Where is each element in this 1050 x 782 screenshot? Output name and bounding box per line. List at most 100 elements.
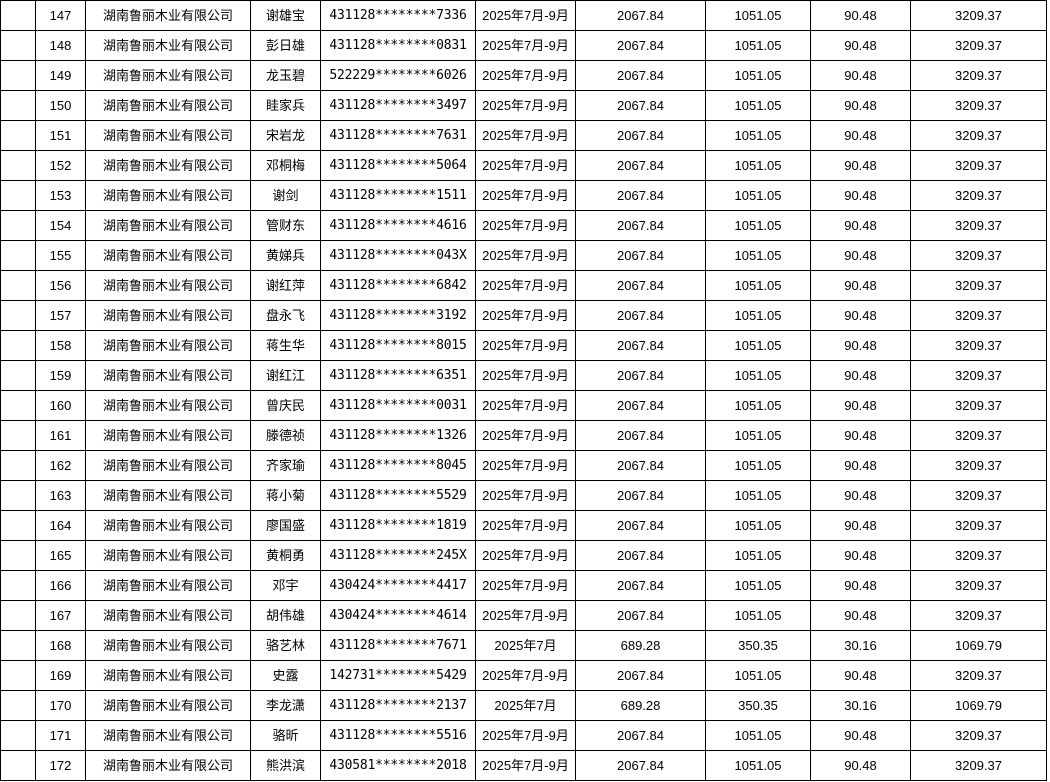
amount-third-cell[interactable]: 90.48 bbox=[810, 480, 911, 511]
amount-third-cell[interactable]: 90.48 bbox=[810, 450, 911, 481]
amount-total-cell[interactable]: 3209.37 bbox=[910, 90, 1047, 121]
amount-total-cell[interactable]: 1069.79 bbox=[910, 630, 1047, 661]
row-index-cell[interactable]: 160 bbox=[35, 390, 86, 421]
id-card-cell[interactable]: 431128********7336 bbox=[320, 0, 476, 31]
period-cell[interactable]: 2025年7月 bbox=[475, 630, 576, 661]
amount-second-cell[interactable]: 1051.05 bbox=[705, 210, 811, 241]
period-cell[interactable]: 2025年7月-9月 bbox=[475, 180, 576, 211]
person-name-cell[interactable]: 蒋生华 bbox=[250, 330, 321, 361]
period-cell[interactable]: 2025年7月-9月 bbox=[475, 300, 576, 331]
table-row[interactable]: 170 湖南鲁丽木业有限公司 李龙潇 431128********2137 2025年7… bbox=[0, 690, 1047, 721]
row-index-cell[interactable]: 149 bbox=[35, 60, 86, 91]
period-cell[interactable]: 2025年7月-9月 bbox=[475, 420, 576, 451]
amount-total-cell[interactable]: 3209.37 bbox=[910, 480, 1047, 511]
amount-second-cell[interactable]: 1051.05 bbox=[705, 150, 811, 181]
row-gutter-cell[interactable] bbox=[0, 540, 36, 571]
amount-base-cell[interactable]: 2067.84 bbox=[575, 720, 706, 751]
amount-third-cell[interactable]: 90.48 bbox=[810, 120, 911, 151]
table-row[interactable]: 148 湖南鲁丽木业有限公司 彭日雄 431128********0831 2025年7… bbox=[0, 30, 1047, 61]
amount-third-cell[interactable]: 90.48 bbox=[810, 570, 911, 601]
row-index-cell[interactable]: 169 bbox=[35, 660, 86, 691]
amount-base-cell[interactable]: 689.28 bbox=[575, 690, 706, 721]
row-index-cell[interactable]: 151 bbox=[35, 120, 86, 151]
table-row[interactable]: 165 湖南鲁丽木业有限公司 黄桐勇 431128********245X 2025年7… bbox=[0, 540, 1047, 571]
amount-total-cell[interactable]: 3209.37 bbox=[910, 360, 1047, 391]
amount-third-cell[interactable]: 90.48 bbox=[810, 540, 911, 571]
amount-total-cell[interactable]: 3209.37 bbox=[910, 270, 1047, 301]
company-name-cell[interactable]: 湖南鲁丽木业有限公司 bbox=[85, 120, 251, 151]
amount-total-cell[interactable]: 3209.37 bbox=[910, 600, 1047, 631]
row-index-cell[interactable]: 167 bbox=[35, 600, 86, 631]
period-cell[interactable]: 2025年7月-9月 bbox=[475, 390, 576, 421]
amount-total-cell[interactable]: 3209.37 bbox=[910, 570, 1047, 601]
id-card-cell[interactable]: 431128********8015 bbox=[320, 330, 476, 361]
person-name-cell[interactable]: 盘永飞 bbox=[250, 300, 321, 331]
amount-third-cell[interactable]: 90.48 bbox=[810, 90, 911, 121]
period-cell[interactable]: 2025年7月-9月 bbox=[475, 720, 576, 751]
company-name-cell[interactable]: 湖南鲁丽木业有限公司 bbox=[85, 0, 251, 31]
amount-second-cell[interactable]: 1051.05 bbox=[705, 510, 811, 541]
row-gutter-cell[interactable] bbox=[0, 240, 36, 271]
amount-base-cell[interactable]: 2067.84 bbox=[575, 240, 706, 271]
row-gutter-cell[interactable] bbox=[0, 300, 36, 331]
amount-second-cell[interactable]: 1051.05 bbox=[705, 720, 811, 751]
table-row[interactable]: 150 湖南鲁丽木业有限公司 眭家兵 431128********3497 2025年7… bbox=[0, 90, 1047, 121]
person-name-cell[interactable]: 管财东 bbox=[250, 210, 321, 241]
id-card-cell[interactable]: 430581********2018 bbox=[320, 750, 476, 781]
row-index-cell[interactable]: 165 bbox=[35, 540, 86, 571]
row-index-cell[interactable]: 164 bbox=[35, 510, 86, 541]
person-name-cell[interactable]: 黄娣兵 bbox=[250, 240, 321, 271]
company-name-cell[interactable]: 湖南鲁丽木业有限公司 bbox=[85, 600, 251, 631]
company-name-cell[interactable]: 湖南鲁丽木业有限公司 bbox=[85, 450, 251, 481]
amount-second-cell[interactable]: 1051.05 bbox=[705, 270, 811, 301]
row-index-cell[interactable]: 158 bbox=[35, 330, 86, 361]
amount-total-cell[interactable]: 3209.37 bbox=[910, 510, 1047, 541]
amount-base-cell[interactable]: 2067.84 bbox=[575, 30, 706, 61]
person-name-cell[interactable]: 曾庆民 bbox=[250, 390, 321, 421]
row-gutter-cell[interactable] bbox=[0, 390, 36, 421]
amount-third-cell[interactable]: 90.48 bbox=[810, 150, 911, 181]
id-card-cell[interactable]: 431128********5516 bbox=[320, 720, 476, 751]
amount-second-cell[interactable]: 1051.05 bbox=[705, 30, 811, 61]
person-name-cell[interactable]: 宋岩龙 bbox=[250, 120, 321, 151]
amount-total-cell[interactable]: 3209.37 bbox=[910, 180, 1047, 211]
person-name-cell[interactable]: 眭家兵 bbox=[250, 90, 321, 121]
period-cell[interactable]: 2025年7月-9月 bbox=[475, 210, 576, 241]
person-name-cell[interactable]: 骆昕 bbox=[250, 720, 321, 751]
table-row[interactable]: 171 湖南鲁丽木业有限公司 骆昕 431128********5516 2025年7月… bbox=[0, 720, 1047, 751]
row-index-cell[interactable]: 150 bbox=[35, 90, 86, 121]
period-cell[interactable]: 2025年7月-9月 bbox=[475, 360, 576, 391]
amount-second-cell[interactable]: 1051.05 bbox=[705, 450, 811, 481]
amount-third-cell[interactable]: 90.48 bbox=[810, 660, 911, 691]
row-gutter-cell[interactable] bbox=[0, 510, 36, 541]
row-gutter-cell[interactable] bbox=[0, 600, 36, 631]
amount-total-cell[interactable]: 3209.37 bbox=[910, 30, 1047, 61]
period-cell[interactable]: 2025年7月-9月 bbox=[475, 480, 576, 511]
id-card-cell[interactable]: 431128********5064 bbox=[320, 150, 476, 181]
row-index-cell[interactable]: 153 bbox=[35, 180, 86, 211]
company-name-cell[interactable]: 湖南鲁丽木业有限公司 bbox=[85, 150, 251, 181]
amount-third-cell[interactable]: 90.48 bbox=[810, 0, 911, 31]
company-name-cell[interactable]: 湖南鲁丽木业有限公司 bbox=[85, 540, 251, 571]
amount-total-cell[interactable]: 3209.37 bbox=[910, 210, 1047, 241]
person-name-cell[interactable]: 史露 bbox=[250, 660, 321, 691]
period-cell[interactable]: 2025年7月-9月 bbox=[475, 510, 576, 541]
amount-third-cell[interactable]: 90.48 bbox=[810, 510, 911, 541]
table-row[interactable]: 151 湖南鲁丽木业有限公司 宋岩龙 431128********7631 2025年7… bbox=[0, 120, 1047, 151]
row-index-cell[interactable]: 170 bbox=[35, 690, 86, 721]
amount-total-cell[interactable]: 3209.37 bbox=[910, 660, 1047, 691]
amount-second-cell[interactable]: 1051.05 bbox=[705, 240, 811, 271]
person-name-cell[interactable]: 邓桐梅 bbox=[250, 150, 321, 181]
id-card-cell[interactable]: 430424********4417 bbox=[320, 570, 476, 601]
amount-second-cell[interactable]: 350.35 bbox=[705, 630, 811, 661]
amount-base-cell[interactable]: 2067.84 bbox=[575, 420, 706, 451]
company-name-cell[interactable]: 湖南鲁丽木业有限公司 bbox=[85, 210, 251, 241]
row-gutter-cell[interactable] bbox=[0, 720, 36, 751]
amount-second-cell[interactable]: 1051.05 bbox=[705, 750, 811, 781]
amount-total-cell[interactable]: 3209.37 bbox=[910, 0, 1047, 31]
id-card-cell[interactable]: 430424********4614 bbox=[320, 600, 476, 631]
row-gutter-cell[interactable] bbox=[0, 120, 36, 151]
table-row[interactable]: 157 湖南鲁丽木业有限公司 盘永飞 431128********3192 2025年7… bbox=[0, 300, 1047, 331]
company-name-cell[interactable]: 湖南鲁丽木业有限公司 bbox=[85, 480, 251, 511]
amount-second-cell[interactable]: 1051.05 bbox=[705, 360, 811, 391]
